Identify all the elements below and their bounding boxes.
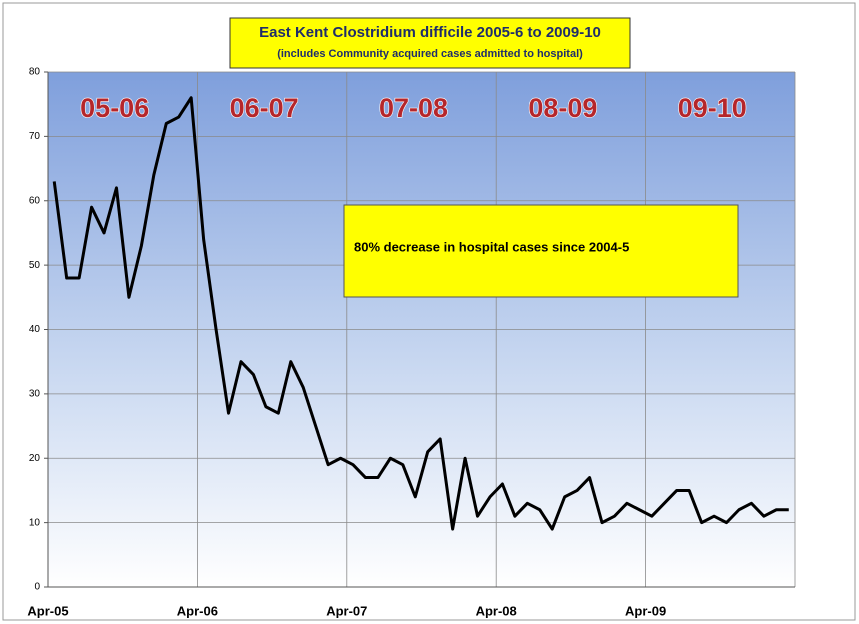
period-label: 06-07 [230, 93, 299, 123]
y-tick-label: 50 [29, 260, 41, 271]
chart-title: East Kent Clostridium difficile 2005-6 t… [259, 24, 601, 41]
period-label: 05-06 [80, 93, 149, 123]
annotation-box [343, 204, 739, 298]
x-tick-label: Apr-05 [27, 603, 68, 618]
x-tick-label: Apr-07 [326, 603, 367, 618]
chart-subtitle: (includes Community acquired cases admit… [277, 48, 583, 60]
x-tick-label: Apr-09 [625, 603, 666, 618]
data-line [52, 96, 789, 531]
annotation: 80% decrease in hospital cases since 200… [354, 239, 629, 254]
y-tick-label: 0 [34, 582, 40, 593]
y-tick-label: 70 [29, 131, 41, 142]
y-tick-label: 80 [29, 67, 41, 78]
title-box [229, 17, 631, 69]
period-label: 08-09 [528, 93, 597, 123]
y-tick-label: 60 [29, 195, 41, 206]
x-tick-label: Apr-06 [177, 603, 218, 618]
y-tick-label: 20 [29, 453, 41, 464]
period-label: 09-10 [678, 93, 747, 123]
y-tick-label: 30 [29, 389, 41, 400]
x-tick-label: Apr-08 [476, 603, 517, 618]
y-tick-label: 40 [29, 324, 41, 335]
period-label: 07-08 [379, 93, 448, 123]
y-tick-label: 10 [29, 517, 41, 528]
